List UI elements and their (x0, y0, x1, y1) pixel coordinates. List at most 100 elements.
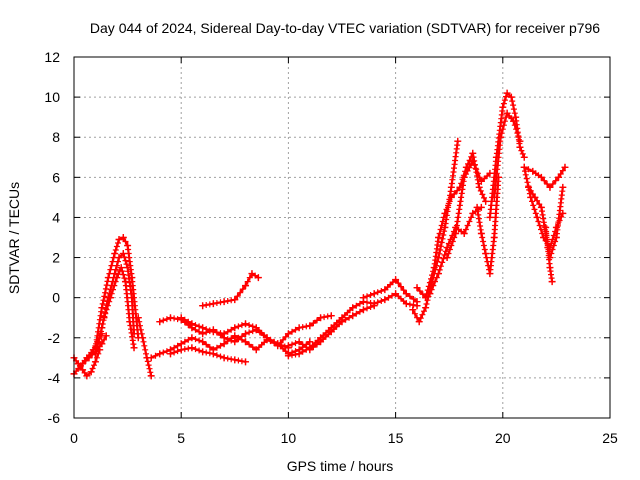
x-axis-label: GPS time / hours (287, 458, 394, 474)
data-point (475, 183, 483, 191)
data-point (124, 264, 132, 272)
data-point (79, 366, 87, 374)
data-point (441, 209, 449, 217)
data-point (499, 103, 507, 111)
y-tick-label: 0 (52, 290, 60, 306)
data-point (520, 163, 528, 171)
series-trace-rise-c (359, 276, 421, 306)
data-point (115, 236, 123, 244)
series-trace-peak-3 (100, 264, 138, 352)
data-point (284, 342, 292, 350)
data-point (91, 350, 99, 358)
data-point (473, 203, 481, 211)
data-point (220, 298, 228, 306)
data-point (177, 314, 185, 322)
data-point (381, 296, 389, 304)
x-tick-label: 25 (602, 430, 618, 446)
data-point (503, 89, 511, 97)
y-tick-label: 10 (44, 89, 60, 105)
data-point (102, 332, 110, 340)
data-point (413, 298, 421, 306)
y-tick-label: 4 (52, 209, 60, 225)
data-point (409, 306, 417, 314)
data-point (552, 234, 560, 241)
data-point (284, 352, 292, 360)
data-point (199, 338, 207, 346)
data-point (156, 318, 164, 326)
data-point (209, 300, 217, 308)
x-tick-label: 5 (177, 430, 185, 446)
data-point (284, 330, 292, 338)
y-axis-label: SDTVAR / TECUs (6, 182, 22, 294)
data-point (134, 314, 142, 322)
data-point (327, 328, 335, 336)
data-point (559, 183, 567, 191)
data-point (370, 290, 378, 298)
y-tick-label: 8 (52, 129, 60, 145)
x-tick-label: 10 (281, 430, 297, 446)
data-point (188, 334, 196, 342)
data-point (392, 290, 400, 298)
data-point (486, 213, 494, 221)
data-point (441, 223, 449, 231)
data-point (546, 183, 554, 191)
data-point (104, 274, 112, 282)
data-point (119, 234, 127, 241)
data-point (188, 320, 196, 328)
data-point (507, 93, 515, 101)
data-point (199, 324, 207, 332)
data-point (370, 302, 378, 310)
y-tick-label: 6 (52, 169, 60, 185)
data-point (482, 250, 490, 258)
data-point (98, 304, 106, 312)
data-point (252, 324, 260, 332)
data-point (486, 270, 494, 278)
data-point (537, 173, 545, 181)
data-point (531, 193, 539, 201)
series-trace-mid-3 (166, 344, 250, 366)
x-tick-label: 20 (495, 430, 511, 446)
data-point (561, 163, 569, 171)
data-point (113, 274, 121, 282)
data-point (147, 354, 155, 362)
data-point (209, 350, 217, 358)
data-point (477, 229, 485, 237)
data-point (263, 334, 271, 342)
data-point (525, 183, 533, 191)
data-point (381, 286, 389, 294)
series-trace-rise-g (443, 157, 494, 262)
data-point (126, 318, 134, 326)
data-point (306, 338, 314, 346)
data-point (426, 290, 434, 298)
series-trace-post-peak (134, 314, 155, 380)
data-point (422, 304, 430, 312)
data-point (460, 229, 468, 237)
plot-frame (73, 56, 611, 419)
data-point (117, 264, 125, 272)
data-point (516, 137, 524, 145)
data-point (317, 314, 325, 322)
data-point (242, 358, 250, 366)
data-point (106, 294, 114, 302)
data-point (555, 173, 563, 181)
data-point (359, 306, 367, 314)
data-point (100, 314, 108, 322)
y-tick-label: 12 (44, 49, 60, 65)
data-point (111, 270, 119, 278)
data-point (469, 149, 477, 157)
data-point (83, 372, 91, 380)
series-trace-peak-main-b (490, 109, 524, 201)
data-point (447, 183, 455, 191)
data-point (533, 213, 541, 221)
data-point (454, 137, 462, 145)
data-point (87, 368, 95, 376)
y-tick-label: 2 (52, 250, 60, 266)
data-point (231, 338, 239, 346)
data-point (542, 223, 550, 231)
data-point (469, 157, 477, 165)
data-point (490, 234, 498, 241)
data-point (469, 209, 477, 217)
data-point (482, 197, 490, 205)
data-point (98, 324, 106, 332)
